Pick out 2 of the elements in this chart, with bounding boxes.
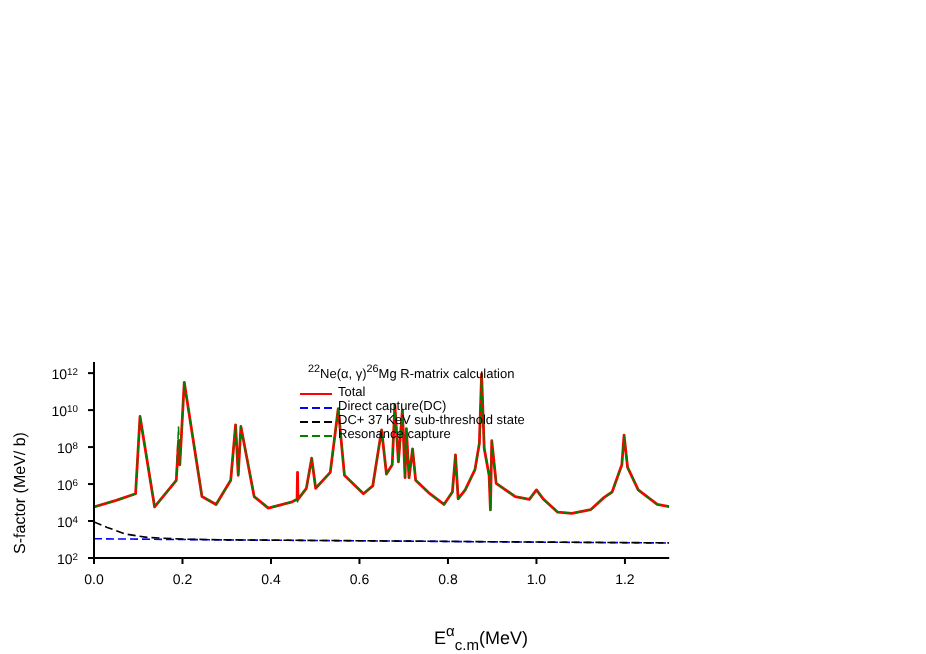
y-axis-title: S-factor (MeV/ b) <box>11 432 29 554</box>
x-axis-title: E$^{α}$$_{c.m}$(MeV) <box>434 622 528 654</box>
